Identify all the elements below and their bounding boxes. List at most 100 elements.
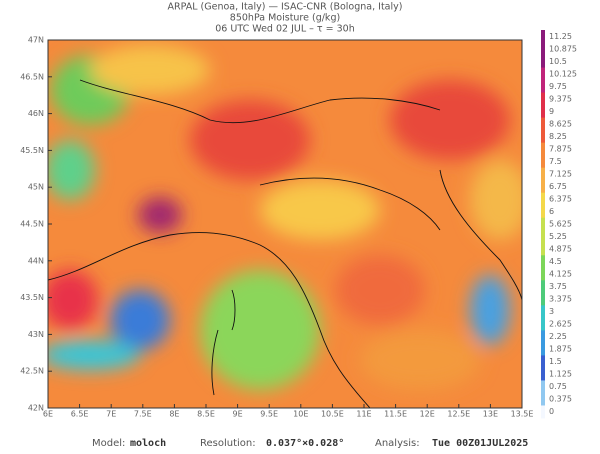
colorbar-swatch	[541, 130, 545, 144]
colorbar-swatch	[541, 217, 545, 231]
lon-label: 6.5E	[71, 410, 89, 419]
lon-label: 8E	[169, 410, 179, 419]
colorbar-label: 10.125	[549, 69, 577, 78]
colorbar-label: 0.75	[549, 382, 567, 391]
lon-label: 11.5E	[384, 410, 407, 419]
colorbar-label: 10.5	[549, 57, 567, 66]
colorbar-swatch	[541, 155, 545, 169]
colorbar-label: 4.125	[549, 270, 572, 279]
lat-label: 44N	[28, 256, 44, 265]
colorbar-swatch	[541, 92, 545, 106]
colorbar-swatch	[541, 180, 545, 194]
colorbar-swatch	[541, 305, 545, 319]
colorbar-label: 3.375	[549, 295, 572, 304]
colorbar-label: 6.375	[549, 194, 572, 203]
colorbar-swatch	[541, 117, 545, 131]
lon-label: 13.5E	[511, 410, 534, 419]
colorbar-swatch	[541, 242, 545, 256]
footer-value: 0.037°×0.028°	[266, 438, 344, 449]
lon-label: 9.5E	[260, 410, 278, 419]
colorbar-swatch	[541, 230, 545, 244]
lon-label: 6E	[43, 410, 53, 419]
colorbar-label: 4.5	[549, 257, 562, 266]
colorbar-label: 5.25	[549, 232, 567, 241]
colorbar-label: 0	[549, 407, 554, 416]
footer-value: Tue 00Z01JUL2025	[432, 438, 528, 449]
footer-label: Resolution:	[200, 438, 256, 449]
colorbar-label: 7.5	[549, 157, 562, 166]
footer-value: moloch	[130, 438, 166, 449]
moisture-field	[48, 40, 522, 408]
colorbar-label: 3	[549, 307, 554, 316]
colorbar-swatch	[541, 255, 545, 269]
colorbar-swatch	[541, 205, 545, 219]
lon-labels: 6E 6.5E 7E 7.5E 8E 8.5E 9E 9.5E 10E 10.5E 11E 11.5E…	[43, 404, 534, 419]
header-line: ARPAL (Genoa, Italy) — ISAC-CNR (Bologna…	[168, 2, 403, 13]
colorbar-swatch	[541, 405, 545, 419]
colorbar-swatch	[541, 30, 545, 44]
colorbar-label: 7.875	[549, 144, 572, 153]
colorbar-swatch	[541, 330, 545, 344]
colorbar-label: 0.375	[549, 395, 572, 404]
lat-label: 43.5N	[20, 293, 44, 302]
colorbar-label: 4.875	[549, 245, 572, 254]
colorbar-label: 5.625	[549, 220, 572, 229]
colorbar-label: 9.375	[549, 94, 572, 103]
lat-label: 46N	[28, 109, 44, 118]
colorbar-swatch	[541, 367, 545, 381]
colorbar-swatch	[541, 292, 545, 306]
colorbar-label: 1.875	[549, 345, 572, 354]
colorbar-label: 9.75	[549, 82, 567, 91]
colorbar-swatch	[541, 80, 545, 94]
colorbar-swatch	[541, 67, 545, 81]
lat-label: 46.5N	[20, 72, 44, 81]
lon-label: 13E	[483, 410, 498, 419]
colorbar-swatch	[541, 55, 545, 69]
lat-label: 47N	[28, 36, 44, 45]
lon-label: 10.5E	[321, 410, 344, 419]
colorbar-swatch	[541, 192, 545, 206]
lat-label: 44.5N	[20, 220, 44, 229]
header-line: 850hPa Moisture (g/kg)	[230, 13, 340, 24]
colorbar-label: 2.25	[549, 332, 567, 341]
lon-label: 7E	[106, 410, 116, 419]
colorbar-swatch	[541, 267, 545, 281]
colorbar-label: 1.125	[549, 370, 572, 379]
colorbar-swatch	[541, 317, 545, 331]
colorbar-label: 11.25	[549, 32, 572, 41]
footer-label: Model:	[92, 438, 125, 449]
lon-label: 11E	[356, 410, 371, 419]
colorbar-label: 6	[549, 207, 554, 216]
lat-label: 45.5N	[20, 146, 44, 155]
colorbar-label: 6.75	[549, 182, 567, 191]
colorbar-label: 7.125	[549, 169, 572, 178]
colorbar-swatch	[541, 342, 545, 356]
lon-label: 12E	[420, 410, 435, 419]
colorbar-label: 8.625	[549, 119, 572, 128]
lon-label: 12.5E	[447, 410, 470, 419]
colorbar-swatch	[541, 167, 545, 181]
lon-label: 9E	[233, 410, 243, 419]
colorbar-label: 2.625	[549, 320, 572, 329]
lat-label: 42N	[28, 404, 44, 413]
lat-label: 45N	[28, 183, 44, 192]
lon-label: 7.5E	[134, 410, 152, 419]
colorbar-label: 1.5	[549, 357, 562, 366]
lat-label: 42.5N	[20, 367, 44, 376]
colorbar-label: 3.75	[549, 282, 567, 291]
colorbar-swatch	[541, 355, 545, 369]
colorbar-swatch	[541, 142, 545, 156]
colorbar-swatch	[541, 42, 545, 56]
footer-label: Analysis:	[375, 438, 420, 449]
colorbar-label: 10.875	[549, 44, 577, 53]
lon-label: 10E	[293, 410, 308, 419]
colorbar-label: 8.25	[549, 132, 567, 141]
colorbar-swatch	[541, 105, 545, 119]
colorbar-swatch	[541, 280, 545, 294]
lat-label: 43N	[28, 330, 44, 339]
colorbar: 11.25 10.875 10.5 10.125 9.75 9.375 9 8.625 8.25…	[541, 30, 577, 419]
header-line: 06 UTC Wed 02 JUL – τ = 30h	[215, 24, 354, 35]
lat-labels: 47N 46.5N 46N 45.5N 45N 44.5N 44N 43.5N 43N 42.5N…	[20, 36, 52, 413]
colorbar-label: 9	[549, 107, 554, 116]
